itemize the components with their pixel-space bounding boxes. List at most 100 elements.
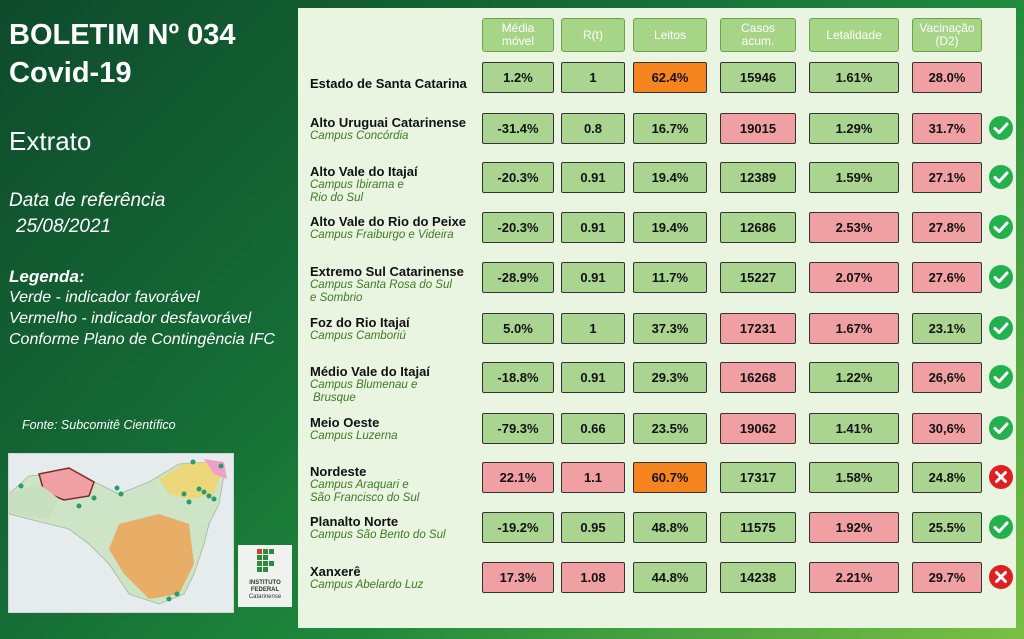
- check-icon: [989, 165, 1013, 189]
- indicator-cell: 12389: [720, 162, 796, 193]
- campus-names: Campus Fraiburgo e Videira: [310, 229, 454, 242]
- indicator-cell: 1.22%: [809, 362, 899, 393]
- indicator-cell: 11575: [720, 512, 796, 543]
- campus-line1: Campus Ibirama e: [310, 179, 404, 191]
- region-name: Foz do Rio Itajaí: [310, 315, 410, 330]
- indicator-cell: 1.29%: [809, 113, 899, 144]
- indicator-cell: 17231: [720, 313, 796, 344]
- indicator-cell: 24.8%: [912, 462, 982, 493]
- column-header-line1: Casos: [740, 21, 775, 35]
- logo-line2: FEDERAL: [250, 587, 280, 593]
- indicator-cell: 0.66: [561, 413, 625, 444]
- check-icon: [989, 515, 1013, 539]
- column-header: R(t): [561, 18, 625, 52]
- indicator-cell: 2.07%: [809, 262, 899, 293]
- campus-names: Campus Blumenau e Brusque: [310, 379, 417, 405]
- campus-line2: Rio do Sul: [310, 192, 364, 204]
- column-header: Letalidade: [809, 18, 899, 52]
- indicator-cell: 22.1%: [482, 462, 554, 493]
- indicator-cell: 37.3%: [633, 313, 707, 344]
- indicator-cell: 44.8%: [633, 562, 707, 593]
- column-header: Leitos: [633, 18, 707, 52]
- indicator-cell: -20.3%: [482, 212, 554, 243]
- indicator-cell: 19.4%: [633, 212, 707, 243]
- campus-line2: e Sombrio: [310, 292, 363, 304]
- indicator-cell: 27.1%: [912, 162, 982, 193]
- check-icon: [989, 265, 1013, 289]
- indicator-cell: 15227: [720, 262, 796, 293]
- column-header-line1: Média: [501, 21, 535, 35]
- region-name: Xanxerê: [310, 564, 361, 579]
- legend-green: Verde - indicador favorável: [9, 289, 200, 306]
- column-header: Vacinação (D2): [912, 18, 982, 52]
- indicator-cell: 0.91: [561, 262, 625, 293]
- indicator-cell: 1: [561, 313, 625, 344]
- indicator-cell: 1.92%: [809, 512, 899, 543]
- left-panel: BOLETIM Nº 034 Covid-19 Extrato Data de …: [0, 0, 298, 639]
- check-icon: [989, 215, 1013, 239]
- campus-line1: Campus Blumenau e: [310, 379, 418, 391]
- region-name: Meio Oeste: [310, 415, 380, 430]
- indicators-panel: Média móvel R(t) Leitos Casos acum. Letalidade…: [298, 8, 1016, 628]
- indicator-cell: 19.4%: [633, 162, 707, 193]
- indicator-cell: 1.59%: [809, 162, 899, 193]
- campus-line1: Campus Luzerna: [310, 430, 398, 442]
- indicator-cell: 1.2%: [482, 62, 554, 93]
- region-name: Nordeste: [310, 464, 367, 479]
- indicator-cell: 1.1: [561, 462, 625, 493]
- cross-icon: [989, 465, 1013, 489]
- legend: Legenda: Verde - indicador favorável Ver…: [9, 266, 275, 350]
- campus-names: Campus São Bento do Sul: [310, 529, 446, 542]
- bulletin-topic: Covid-19: [9, 57, 132, 89]
- indicator-cell: 0.91: [561, 162, 625, 193]
- region-name: Estado de Santa Catarina: [310, 76, 467, 91]
- logo-line3: Catarinense: [248, 594, 282, 600]
- indicator-cell: 29.3%: [633, 362, 707, 393]
- source-note: Fonte: Subcomitê Científico: [22, 418, 176, 432]
- check-icon: [989, 316, 1013, 340]
- campus-names: Campus Camboriú: [310, 330, 406, 343]
- column-header-line1: Letalidade: [826, 27, 882, 42]
- legend-red: Vermelho - indicador desfavorável: [9, 310, 252, 327]
- reference-date-block: Data de referência 25/08/2021: [9, 188, 165, 240]
- indicator-cell: 25.5%: [912, 512, 982, 543]
- indicator-cell: 1.61%: [809, 62, 899, 93]
- column-header-line2: acum.: [741, 34, 775, 48]
- indicator-cell: 31.7%: [912, 113, 982, 144]
- indicator-cell: 2.21%: [809, 562, 899, 593]
- cross-icon: [989, 565, 1013, 589]
- bulletin-number: BOLETIM Nº 034: [9, 19, 236, 51]
- region-name: Alto Vale do Itajaí: [310, 164, 418, 179]
- campus-names: Campus Santa Rosa do Sul e Sombrio: [310, 279, 452, 305]
- column-header: Média móvel: [482, 18, 554, 52]
- indicator-cell: 0.91: [561, 212, 625, 243]
- check-icon: [989, 116, 1013, 140]
- indicator-cell: 19015: [720, 113, 796, 144]
- column-header-line1: R(t): [583, 27, 603, 42]
- indicator-cell: 2.53%: [809, 212, 899, 243]
- campus-names: Campus Araquari e São Francisco do Sul: [310, 479, 419, 505]
- indicator-cell: -79.3%: [482, 413, 554, 444]
- indicator-cell: 26,6%: [912, 362, 982, 393]
- indicator-cell: 62.4%: [633, 62, 707, 93]
- indicator-cell: 1.41%: [809, 413, 899, 444]
- indicator-cell: 48.8%: [633, 512, 707, 543]
- campus-names: Campus Concórdia: [310, 130, 408, 143]
- indicator-cell: 17.3%: [482, 562, 554, 593]
- campus-line2: Brusque: [313, 392, 356, 404]
- indicator-cell: 16.7%: [633, 113, 707, 144]
- column-header-line2: móvel: [501, 34, 534, 48]
- campus-line1: Campus Araquari e: [310, 479, 409, 491]
- region-name: Médio Vale do Itajaí: [310, 364, 430, 379]
- indicator-cell: -18.8%: [482, 362, 554, 393]
- indicator-cell: 27.6%: [912, 262, 982, 293]
- campus-line1: Campus São Bento do Sul: [310, 529, 446, 541]
- legend-title: Legenda:: [9, 267, 85, 286]
- indicator-cell: -28.9%: [482, 262, 554, 293]
- indicator-cell: 1.08: [561, 562, 625, 593]
- indicator-cell: 0.91: [561, 362, 625, 393]
- indicator-cell: 1.67%: [809, 313, 899, 344]
- indicator-cell: 23.1%: [912, 313, 982, 344]
- indicator-cell: 17317: [720, 462, 796, 493]
- reference-label: Data de referência: [9, 190, 166, 211]
